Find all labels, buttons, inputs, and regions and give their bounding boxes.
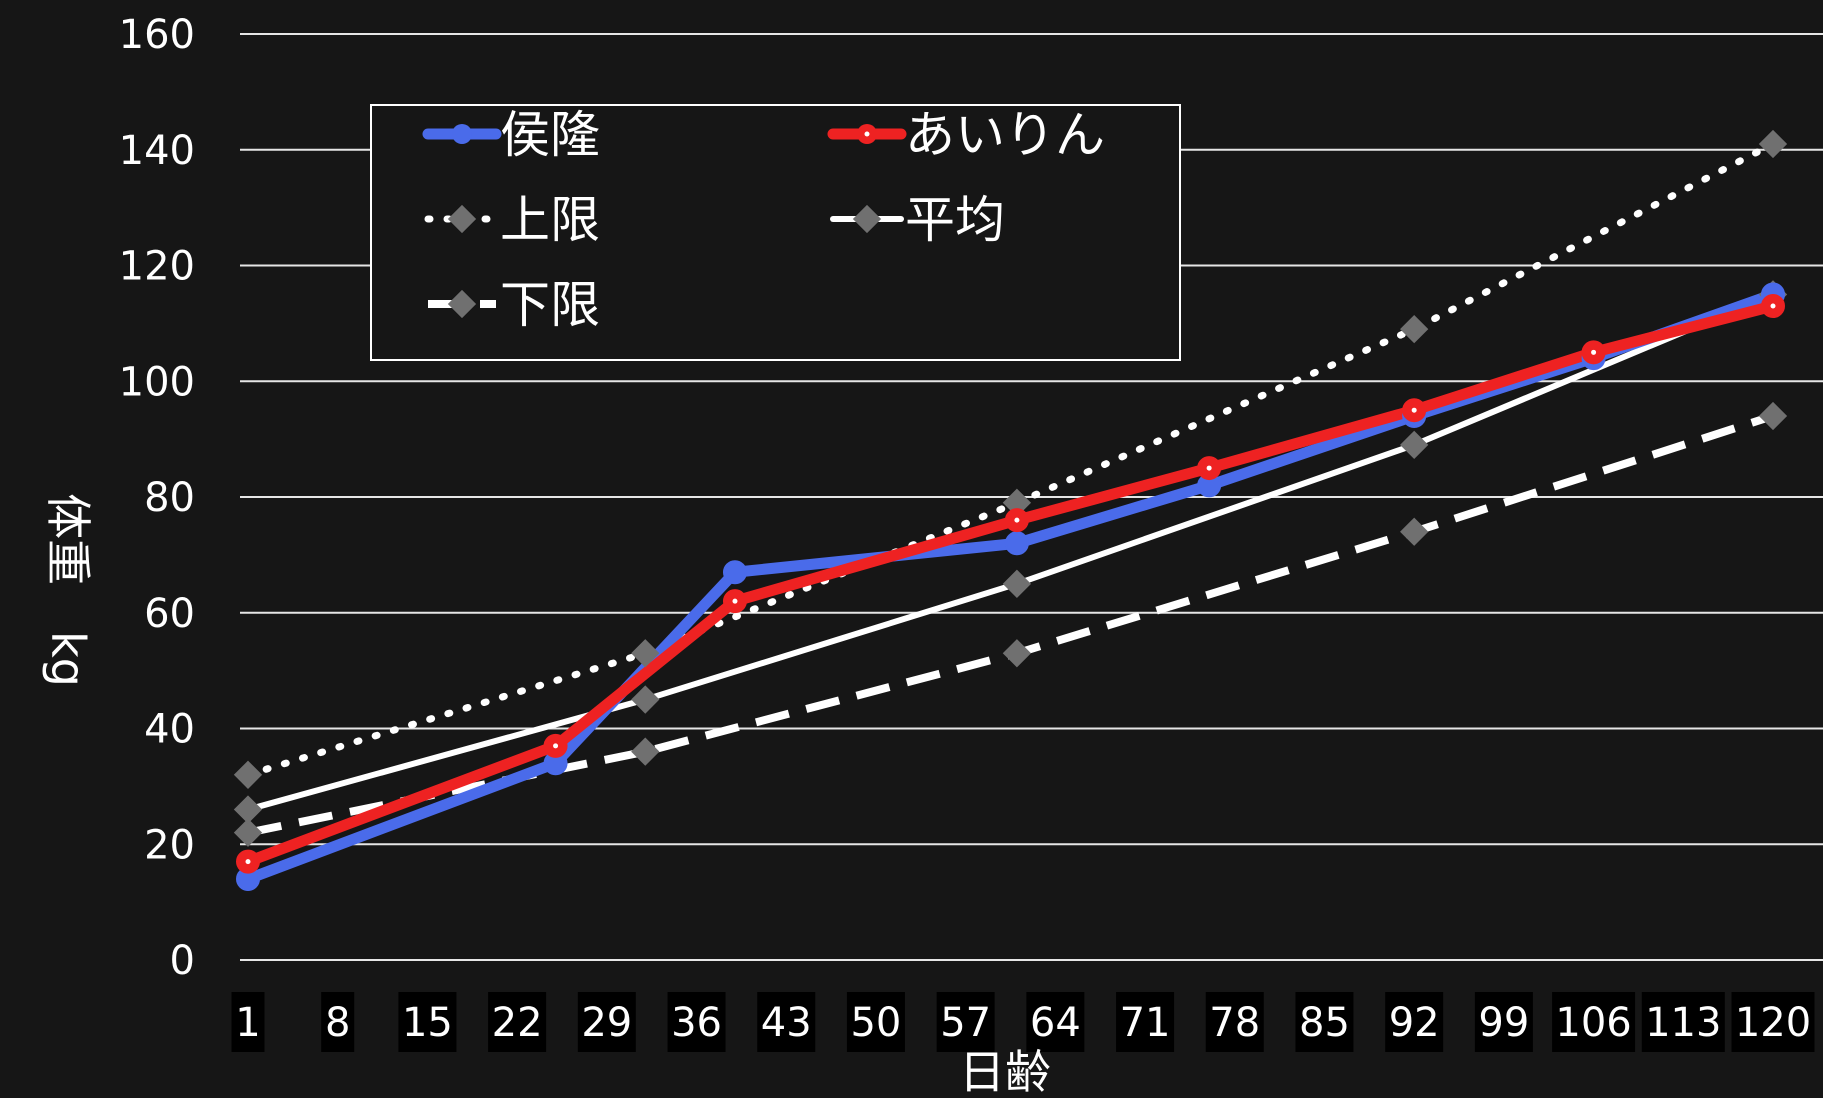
y-tick-label: 20 <box>144 822 195 868</box>
series-markers <box>233 129 1788 891</box>
x-tick-label: 29 <box>581 1000 632 1046</box>
data-point-center <box>245 859 251 865</box>
y-tick-label: 0 <box>170 938 195 984</box>
data-point-center <box>1591 349 1597 355</box>
x-tick-background <box>1116 992 1175 1052</box>
x-axis-title: 日齢 <box>959 1045 1051 1098</box>
legend-label: 侯隆 <box>500 106 600 164</box>
data-point <box>233 760 263 789</box>
data-point <box>631 639 660 668</box>
legend-label: 下限 <box>500 276 600 334</box>
x-tick-background <box>1641 992 1725 1052</box>
legend-label: 平均 <box>905 191 1005 249</box>
x-tick-label: 106 <box>1555 1000 1631 1046</box>
y-tick-label: 120 <box>119 244 195 290</box>
x-tick-label: 50 <box>850 1000 901 1046</box>
x-tick-background <box>846 992 905 1052</box>
data-point-center <box>1411 407 1417 413</box>
x-tick-background <box>398 992 457 1052</box>
x-tick-label: 64 <box>1030 1000 1081 1046</box>
data-point <box>1002 569 1032 598</box>
data-point <box>233 795 263 824</box>
x-axis-ticks: 1 8 15 22 29 36 43 50 57 64 71 78 85 92 99 106 113 120 <box>231 992 1815 1052</box>
x-tick-label: 120 <box>1735 1000 1811 1046</box>
data-point <box>233 818 263 847</box>
x-tick-label: 1 <box>235 1000 260 1046</box>
data-point-center <box>553 743 559 749</box>
y-axis-title: 体重 kg <box>41 493 95 687</box>
data-point <box>1758 129 1788 159</box>
data-point <box>631 685 660 714</box>
data-point-center <box>732 598 738 604</box>
legend-swatch-marker <box>852 204 882 234</box>
y-axis-ticks: 0 20 40 60 80 100 120 140 160 <box>119 12 195 984</box>
y-tick-label: 100 <box>119 359 195 405</box>
x-tick-background <box>488 992 547 1052</box>
x-tick-label: 22 <box>492 1000 543 1046</box>
y-tick-label: 160 <box>119 12 195 58</box>
x-tick-background <box>1385 992 1444 1052</box>
x-tick-label: 113 <box>1645 1000 1721 1046</box>
x-tick-background <box>936 992 995 1052</box>
series-line-1 <box>242 300 1779 868</box>
data-point-center <box>1206 465 1212 471</box>
x-tick-label: 85 <box>1299 1000 1350 1046</box>
data-point <box>1002 488 1032 517</box>
x-tick-background <box>1205 992 1264 1052</box>
data-point <box>722 560 747 585</box>
x-tick-label: 36 <box>671 1000 722 1046</box>
x-tick-label: 57 <box>940 1000 991 1046</box>
data-point-center <box>1014 517 1020 523</box>
x-tick-label: 78 <box>1209 1000 1260 1046</box>
legend-item: あいりん <box>827 106 1105 164</box>
legend-item: 下限 <box>428 276 600 334</box>
data-point <box>1004 531 1029 556</box>
y-tick-label: 80 <box>144 475 195 521</box>
y-tick-label: 60 <box>144 591 195 637</box>
legend-box <box>370 104 1181 361</box>
y-tick-label: 140 <box>119 128 195 174</box>
legend-label: あいりん <box>905 106 1105 164</box>
x-tick-label: 15 <box>402 1000 453 1046</box>
data-point <box>1758 401 1788 431</box>
data-point-center <box>1770 303 1776 309</box>
x-tick-background <box>1474 992 1533 1052</box>
x-tick-background <box>1731 992 1815 1052</box>
legend-swatch-marker <box>452 124 472 144</box>
data-point <box>1400 315 1429 344</box>
legend-swatch-marker <box>447 289 477 319</box>
legend-item: 平均 <box>830 191 1005 249</box>
x-tick-background <box>757 992 816 1052</box>
x-tick-label: 71 <box>1120 1000 1171 1046</box>
x-tick-label: 99 <box>1478 1000 1529 1046</box>
x-tick-label: 43 <box>761 1000 812 1046</box>
x-tick-background <box>1552 992 1636 1052</box>
x-tick-background <box>667 992 726 1052</box>
x-tick-background <box>577 992 636 1052</box>
legend-label: 上限 <box>500 191 600 249</box>
data-point <box>1002 639 1032 668</box>
x-tick-background <box>1026 992 1085 1052</box>
data-point <box>1400 430 1429 460</box>
legend-swatch-marker-center <box>864 131 870 137</box>
x-tick-label: 92 <box>1389 1000 1440 1046</box>
x-tick-label: 8 <box>325 1000 350 1046</box>
x-tick-background <box>321 992 355 1052</box>
data-point <box>1400 517 1429 546</box>
x-tick-background <box>1295 992 1354 1052</box>
data-point <box>631 737 660 766</box>
series-line-0 <box>242 288 1779 885</box>
y-tick-label: 40 <box>144 707 195 753</box>
legend-item: 侯隆 <box>422 106 600 164</box>
x-tick-background <box>231 992 265 1052</box>
